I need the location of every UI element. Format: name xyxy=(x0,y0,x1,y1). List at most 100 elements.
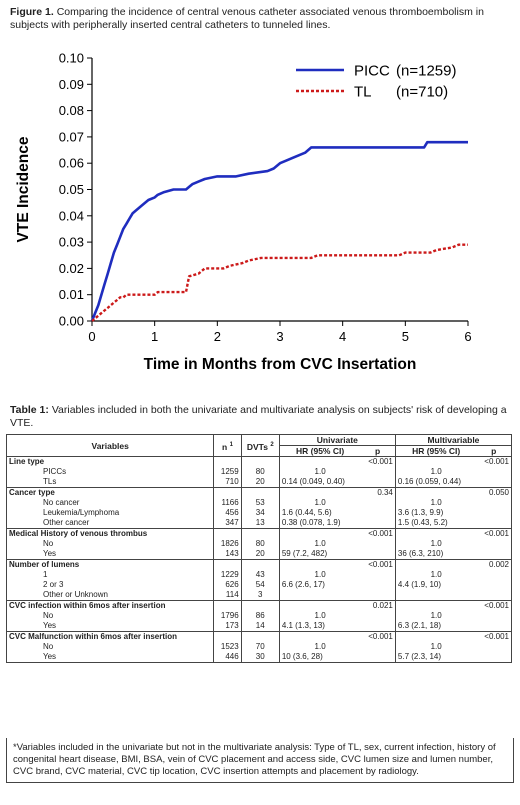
cell-dvt: 80 xyxy=(241,539,280,549)
table-body: Line type <0.001 <0.001 PICCs 1259 80 1.0 1.0 TL… xyxy=(5,456,513,663)
section-title: Line type xyxy=(5,456,215,467)
section-title: CVC infection within 6mos after insertio… xyxy=(5,600,215,611)
table-section-row: CVC Malfunction within 6mos after insert… xyxy=(5,631,513,643)
header-hr-uni: HR (95% CI) xyxy=(296,446,345,456)
table-section-row: Line type <0.001 <0.001 xyxy=(5,456,513,468)
header-dvts: DVTs 2 xyxy=(241,434,280,457)
cell-dvt: 86 xyxy=(241,611,280,621)
table-row: No 1523 70 1.0 1.0 xyxy=(5,642,513,652)
cell-p-uni: <0.001 xyxy=(360,559,396,570)
cell-n xyxy=(213,600,242,611)
table-section-row: Medical History of venous thrombus <0.001… xyxy=(5,528,513,540)
table-row: No 1826 80 1.0 1.0 xyxy=(5,539,513,549)
cell-p-uni xyxy=(360,590,396,601)
cell-dvt: 34 xyxy=(241,508,280,518)
cell-p-uni xyxy=(360,498,396,508)
cell-p-multi xyxy=(476,539,513,549)
cell-dvt: 30 xyxy=(241,652,280,663)
y-tick-label: 0.00 xyxy=(59,314,84,329)
cell-p-uni xyxy=(360,508,396,518)
cell-hr-uni: 1.0 xyxy=(314,498,326,507)
cell-hr-uni: 1.0 xyxy=(314,611,326,620)
y-tick-label: 0.04 xyxy=(59,208,84,223)
legend-n-picc: (n=1259) xyxy=(396,63,456,80)
series-line-tl xyxy=(91,243,468,322)
header-multivariable: Multivariable xyxy=(395,434,513,446)
row-label: Yes xyxy=(5,549,215,560)
cell-p-uni xyxy=(360,539,396,549)
y-tick-label: 0.01 xyxy=(59,287,84,302)
cell-n: 456 xyxy=(213,508,242,518)
cell-p-multi xyxy=(476,498,513,508)
cell-dvt: 13 xyxy=(241,518,280,529)
y-axis-label: VTE Incidence xyxy=(15,136,32,242)
cell-hr-uni xyxy=(279,457,360,468)
cell-hr-multi: 1.0 xyxy=(430,498,442,507)
cell-p-uni xyxy=(360,467,396,477)
cell-hr-uni xyxy=(279,529,360,540)
row-label: PICCs xyxy=(5,467,215,477)
cell-p-uni: <0.001 xyxy=(360,456,396,467)
cell-dvt xyxy=(241,487,280,498)
table-row: No cancer 1166 53 1.0 1.0 xyxy=(5,498,513,508)
row-label: TLs xyxy=(5,477,215,488)
table-section-row: Number of lumens <0.001 0.002 xyxy=(5,559,513,570)
cell-n: 1523 xyxy=(213,642,242,652)
y-tick-label: 0.06 xyxy=(59,156,84,171)
cell-hr-multi: 6.3 (2.1, 18) xyxy=(397,621,442,630)
row-label: Yes xyxy=(5,652,215,663)
cell-n: 1796 xyxy=(213,611,242,621)
cell-p-multi xyxy=(476,467,513,477)
section-title: CVC Malfunction within 6mos after insert… xyxy=(5,631,215,642)
cell-hr-multi: 1.0 xyxy=(430,570,442,579)
cell-p-uni: <0.001 xyxy=(360,528,396,539)
cell-hr-uni: 0.38 (0.078, 1.9) xyxy=(281,518,341,527)
cell-hr-uni: 1.0 xyxy=(314,467,326,476)
figure-label: Figure 1. xyxy=(10,6,54,18)
cell-n: 446 xyxy=(213,652,242,663)
row-label: No xyxy=(5,642,215,652)
cell-n: 626 xyxy=(213,580,242,590)
cell-n: 1166 xyxy=(213,498,242,508)
vte-incidence-chart: 0.00 0.01 0.02 0.03 0.04 0.05 0.06 0.07 0.08 0.09… xyxy=(15,51,472,374)
table-row: 2 or 3 626 54 6.6 (2.6, 17) 4.4 (1.9, 10) xyxy=(5,580,513,590)
cell-hr-multi: 1.0 xyxy=(430,611,442,620)
cell-n: 114 xyxy=(213,590,242,601)
cell-p-uni xyxy=(360,477,396,488)
table-section-row: Cancer type 0.34 0.050 xyxy=(5,487,513,499)
cell-hr-multi xyxy=(395,488,476,499)
figure-caption-text: Comparing the incidence of central venou… xyxy=(10,6,484,31)
table-row: Other cancer 347 13 0.38 (0.078, 1.9) 1.5 (0… xyxy=(5,518,513,529)
x-tick-label: 6 xyxy=(464,329,471,344)
cell-dvt xyxy=(241,559,280,570)
cell-n: 710 xyxy=(213,477,242,488)
header-univariate: Univariate xyxy=(279,434,396,446)
header-p-uni: p xyxy=(360,445,396,457)
cell-p-multi xyxy=(476,570,513,580)
table-row: PICCs 1259 80 1.0 1.0 xyxy=(5,467,513,477)
cell-hr-multi: 5.7 (2.3, 14) xyxy=(397,652,442,661)
x-axis-label: Time in Months from CVC Insertation xyxy=(144,356,417,373)
cell-p-multi xyxy=(476,652,513,663)
table-caption-text: Variables included in both the univariat… xyxy=(10,404,507,429)
cell-dvt: 80 xyxy=(241,467,280,477)
cell-hr-uni: 1.6 (0.44, 5.6) xyxy=(281,508,332,517)
figure-caption: Figure 1. Comparing the incidence of cen… xyxy=(10,6,510,32)
cell-hr-multi xyxy=(395,632,476,643)
cell-hr-uni: 0.14 (0.049, 0.40) xyxy=(281,477,345,486)
cell-n xyxy=(213,631,242,642)
cell-dvt: 54 xyxy=(241,580,280,590)
cell-hr-uni: 10 (3.6, 28) xyxy=(281,652,323,661)
cell-dvt: 70 xyxy=(241,642,280,652)
y-tick-label: 0.03 xyxy=(59,235,84,250)
cell-n: 143 xyxy=(213,549,242,560)
cell-hr-multi xyxy=(395,457,476,468)
cell-p-uni xyxy=(360,549,396,560)
table-label: Table 1: xyxy=(10,404,49,416)
table-caption: Table 1: Variables included in both the … xyxy=(10,404,510,430)
cell-hr-multi: 36 (6.3, 210) xyxy=(397,549,444,558)
cell-dvt: 3 xyxy=(241,590,280,601)
cell-dvt: 14 xyxy=(241,621,280,632)
cell-p-multi xyxy=(476,508,513,518)
cell-p-multi xyxy=(476,642,513,652)
